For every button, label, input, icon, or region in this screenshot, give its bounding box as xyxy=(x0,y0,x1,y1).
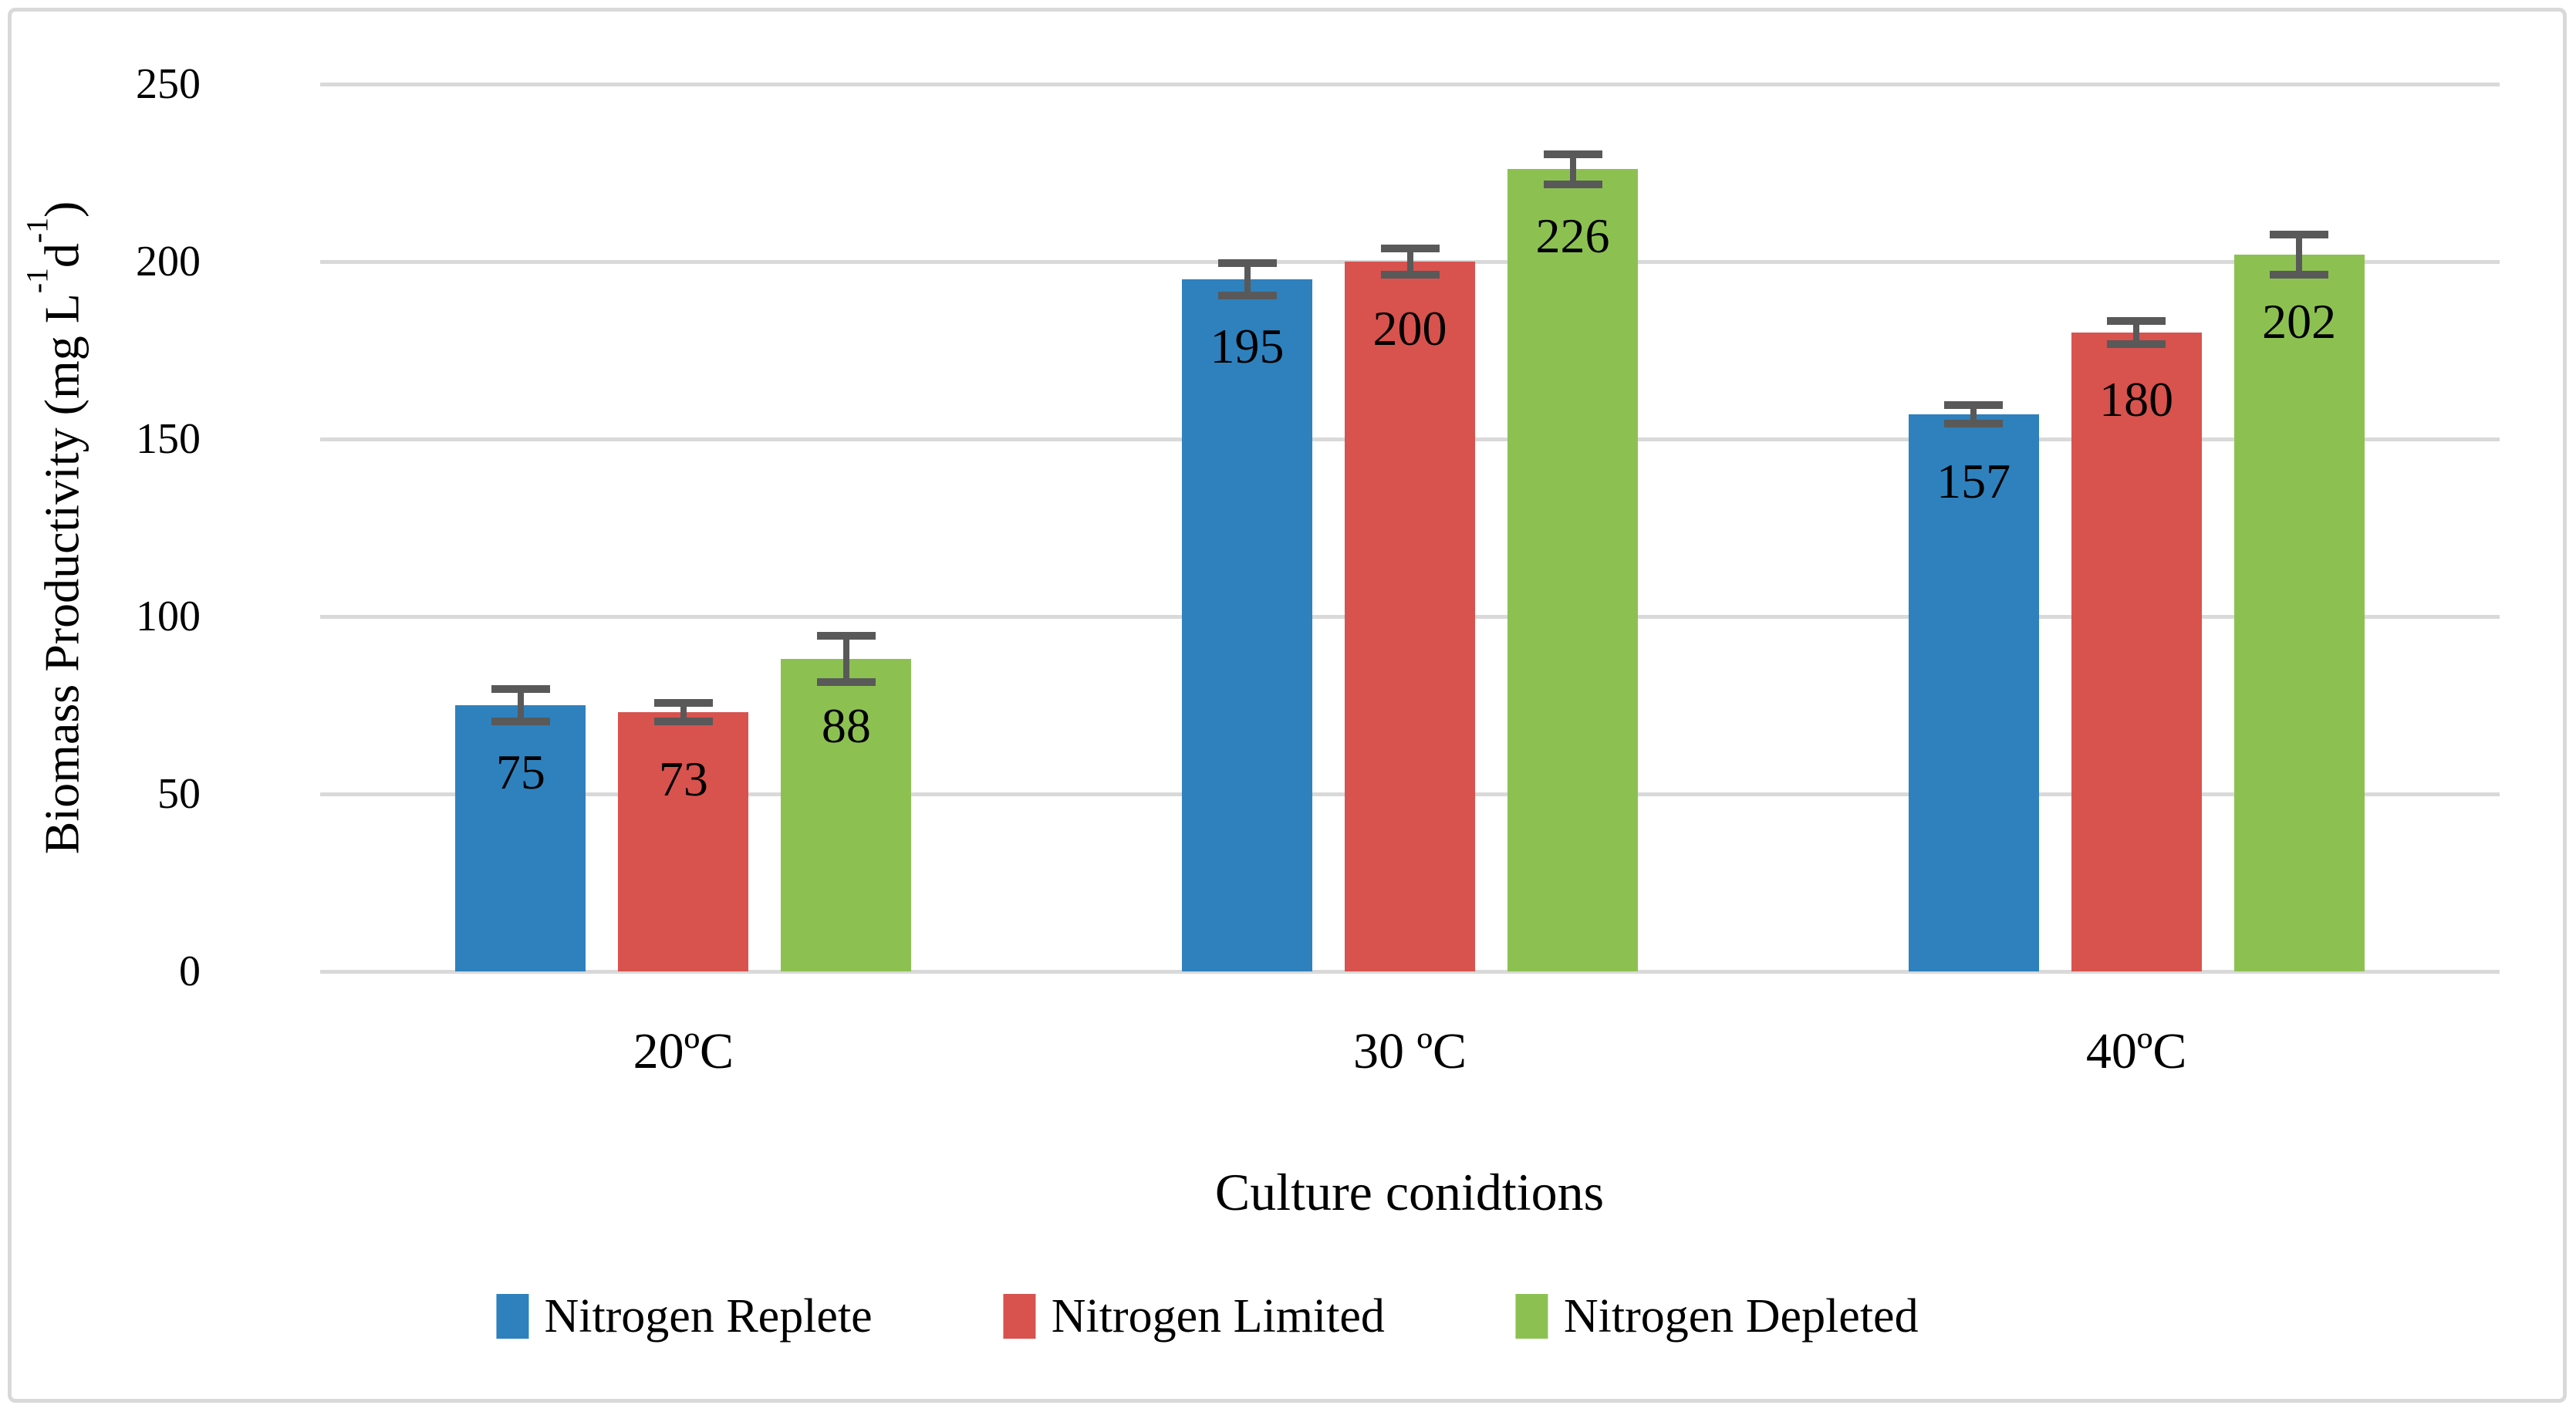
bar-value-label: 195 xyxy=(1210,319,1285,373)
bar-nitrogen-replete-20ºC xyxy=(455,705,586,971)
legend-swatch-icon xyxy=(496,1294,529,1339)
legend-label: Nitrogen Replete xyxy=(544,1290,873,1343)
error-bar-stem xyxy=(1406,248,1413,275)
bar-nitrogen-limited-30ºC xyxy=(1345,262,1475,971)
error-bar-cap-bottom xyxy=(1380,271,1440,279)
bar-nitrogen-depleted-40ºC xyxy=(2233,254,2365,971)
bar-value-label: 180 xyxy=(2099,372,2174,427)
y-tick-label: 250 xyxy=(136,60,201,108)
error-bar-cap-bottom xyxy=(2270,270,2329,279)
bar-value-label: 200 xyxy=(1372,301,1447,356)
x-tick-label-20ºC: 20ºC xyxy=(633,1023,734,1079)
legend-item-nitrogen-replete: Nitrogen Replete xyxy=(496,1290,873,1343)
legend-item-nitrogen-depleted: Nitrogen Depleted xyxy=(1515,1290,1919,1343)
error-bar-cap-top xyxy=(2107,316,2166,325)
bar-nitrogen-replete-40ºC xyxy=(1908,414,2039,971)
error-bar-cap-top xyxy=(1217,259,1277,268)
error-bar-cap-bottom xyxy=(2107,340,2166,349)
error-bar-cap-bottom xyxy=(653,718,713,726)
bar-nitrogen-limited-40ºC xyxy=(2071,333,2202,971)
error-bar-cap-bottom xyxy=(1217,291,1277,299)
bar-value-label: 73 xyxy=(658,752,708,807)
error-bar-cap-top xyxy=(1944,400,2004,409)
gridline-y-250 xyxy=(320,82,2500,86)
error-bar-stem xyxy=(1569,154,1576,184)
bar-value-label: 226 xyxy=(1535,208,1610,264)
error-bar-stem xyxy=(2296,235,2303,275)
error-bar-cap-top xyxy=(1543,150,1602,159)
legend-swatch-icon xyxy=(1515,1294,1548,1339)
error-bar-stem xyxy=(2133,320,2140,345)
y-axis-tick-labels: 0 50 100 150 200 250 xyxy=(0,62,201,993)
gridline-y-0 xyxy=(320,969,2500,974)
bar-value-label: 157 xyxy=(1936,453,2011,508)
legend-label: Nitrogen Limited xyxy=(1051,1290,1385,1343)
error-bar-stem xyxy=(842,636,849,683)
error-bar-stem xyxy=(517,688,524,722)
error-bar-cap-top xyxy=(491,684,550,693)
legend-swatch-icon xyxy=(1003,1294,1036,1339)
error-bar-stem xyxy=(680,703,687,722)
bar-nitrogen-limited-20ºC xyxy=(618,712,749,971)
error-bar-stem xyxy=(1970,404,1977,424)
error-bar-cap-top xyxy=(816,632,876,640)
error-bar-cap-bottom xyxy=(491,718,550,726)
legend-label: Nitrogen Depleted xyxy=(1563,1290,1919,1343)
error-bar-cap-bottom xyxy=(1543,180,1602,188)
error-bar-cap-top xyxy=(2270,231,2329,239)
legend: Nitrogen Replete Nitrogen Limited Nitrogen… xyxy=(496,1290,1919,1343)
error-bar-cap-top xyxy=(1380,244,1440,252)
error-bar-cap-top xyxy=(653,699,713,708)
x-tick-label-40ºC: 40ºC xyxy=(2085,1023,2187,1079)
bar-nitrogen-depleted-20ºC xyxy=(781,659,912,971)
x-tick-label-30ºC: 30 ºC xyxy=(1353,1023,1467,1079)
y-tick-label: 150 xyxy=(136,415,201,463)
y-tick-label: 100 xyxy=(136,593,201,640)
bar-value-label: 88 xyxy=(821,698,871,754)
bar-nitrogen-replete-30ºC xyxy=(1182,279,1312,971)
bar-nitrogen-depleted-30ºC xyxy=(1507,169,1638,971)
y-tick-label: 50 xyxy=(157,770,201,818)
bar-value-label: 202 xyxy=(2262,293,2337,349)
y-tick-label: 200 xyxy=(136,238,201,285)
error-bar-cap-bottom xyxy=(1944,419,2004,427)
bar-value-label: 75 xyxy=(495,745,545,799)
error-bar-cap-bottom xyxy=(816,678,876,687)
plot-area: 75 73 88 195 200 226 157 180 202 xyxy=(320,82,2500,974)
error-bar-stem xyxy=(1244,263,1251,296)
legend-item-nitrogen-limited: Nitrogen Limited xyxy=(1003,1290,1385,1343)
x-axis-title: Culture conidtions xyxy=(1214,1163,1605,1221)
y-tick-label: 0 xyxy=(179,948,201,995)
